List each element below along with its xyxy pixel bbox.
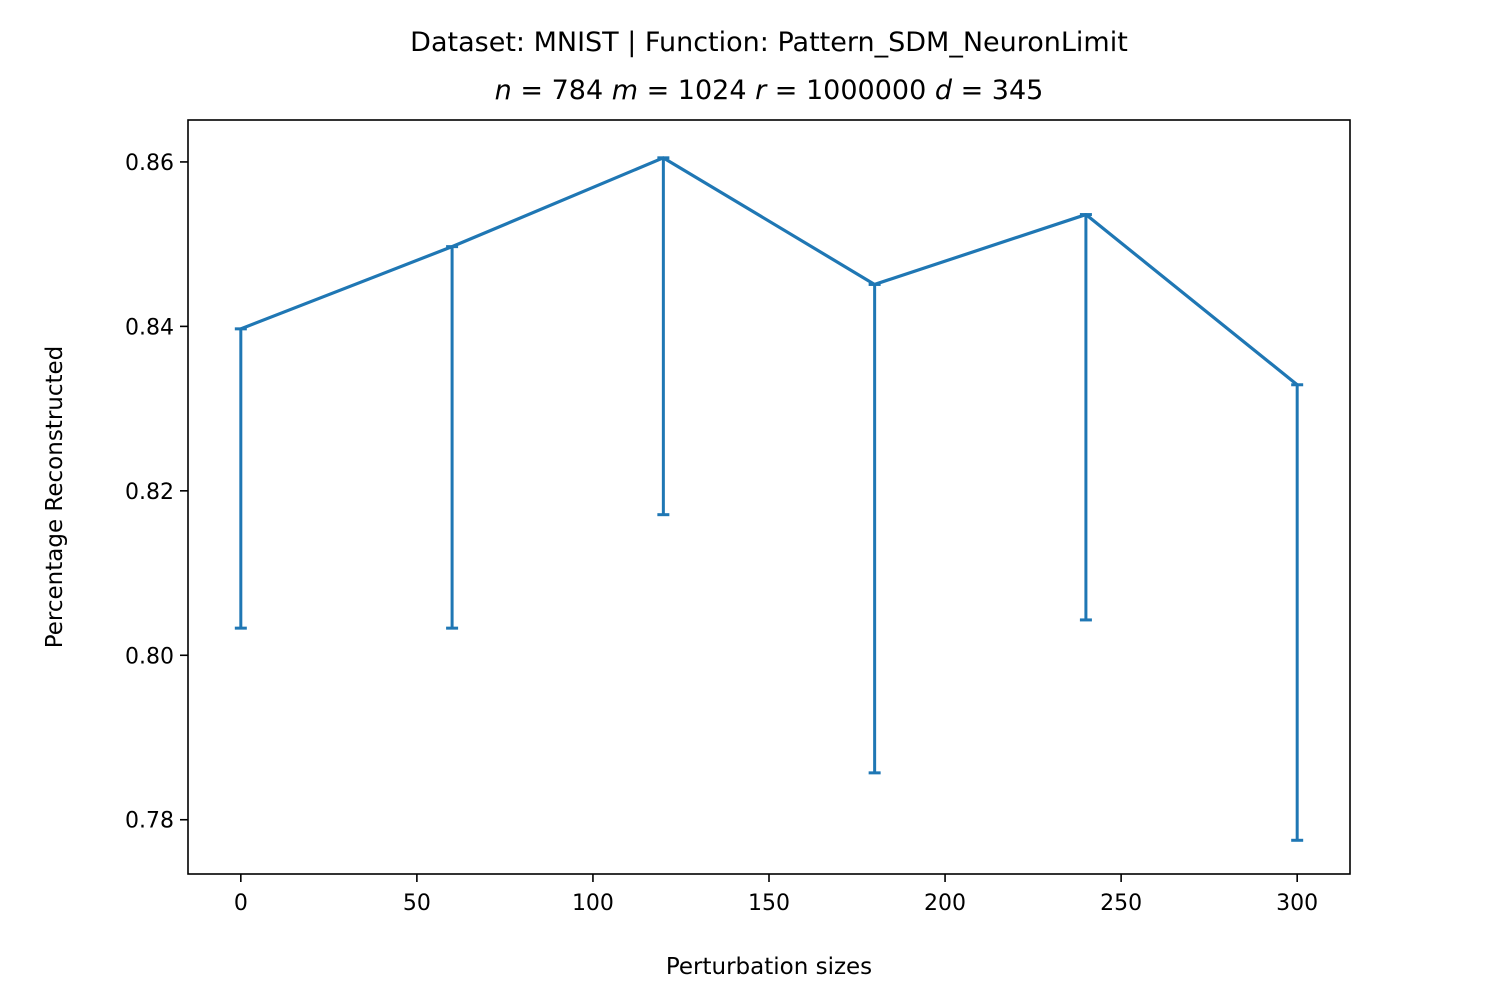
chart-title: Dataset: MNIST | Function: Pattern_SDM_N… [410,27,1128,58]
series-line [240,156,1299,387]
subtitle-value: = 784 [512,75,603,106]
y-tick-label: 0.86 [125,151,174,176]
chart-subtitle: n = 784 m = 1024 r = 1000000 d = 345 [495,75,1044,106]
x-tick-label: 300 [1276,891,1318,916]
x-tick-label: 50 [403,891,431,916]
subtitle-var: d [926,75,953,106]
y-tick-label: 0.84 [125,315,174,340]
subtitle-value: = 1000000 [766,75,926,106]
subtitle-value: = 345 [952,75,1043,106]
y-axis-label: Percentage Reconstructed [42,346,68,649]
x-tick-label: 150 [748,891,790,916]
y-axis: 0.78 0.80 0.82 0.84 0.86 [125,151,188,834]
y-tick-label: 0.82 [125,480,174,505]
x-tick-label: 100 [572,891,614,916]
y-tick-label: 0.80 [125,644,174,669]
subtitle-var: m [603,75,638,106]
x-tick-label: 250 [1100,891,1142,916]
x-axis: 0 50 100 150 200 250 300 [234,874,1318,916]
x-axis-label: Perturbation sizes [666,954,872,980]
y-tick-label: 0.78 [125,809,174,834]
subtitle-var: r [747,75,769,106]
x-tick-label: 0 [234,891,248,916]
plot-area [234,156,1304,842]
subtitle-value: = 1024 [638,75,747,106]
subtitle-var: n [495,75,512,106]
x-tick-label: 200 [924,891,966,916]
